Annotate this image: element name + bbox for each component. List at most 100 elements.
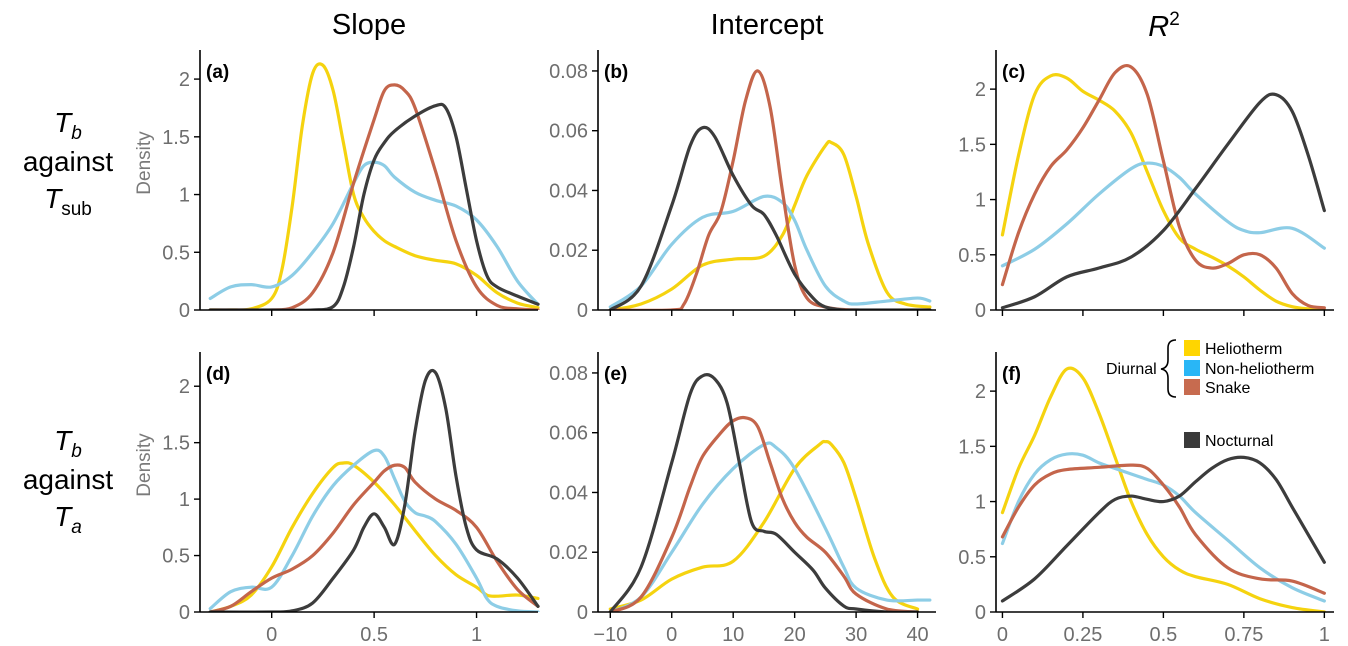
y-tick-label: 1 [179, 489, 190, 511]
series-line-non-heliotherm [1000, 452, 1326, 603]
series-line-non-heliotherm [608, 441, 932, 612]
panel-tag: (e) [604, 364, 627, 385]
series-line-nocturnal [1000, 455, 1326, 603]
svg-text:Ta: Ta [54, 501, 82, 538]
series-line-heliotherm [1000, 73, 1326, 310]
panel-f: 0 0.5 1 1.5 2 0 0.25 0.5 0.75 1 (f) [958, 352, 1334, 646]
y-tick-label: 1 [975, 492, 986, 514]
x-tick-label: 10 [722, 624, 744, 646]
y-tick-label: 0.5 [958, 547, 986, 569]
y-tick-label: 0.06 [549, 121, 588, 143]
series-line-non-heliotherm [208, 448, 540, 612]
y-tick-label: 0.04 [549, 482, 588, 504]
y-axis-label: Density [134, 131, 155, 195]
y-axis-label: Density [134, 433, 155, 497]
y-tick-label: 0.08 [549, 363, 588, 385]
series-line-snake [1000, 63, 1326, 310]
y-tick-label: 0.02 [549, 542, 588, 564]
series-line-nocturnal [608, 373, 920, 612]
row-label-tb-against-tsub: Tb against Tsub [23, 107, 114, 220]
legend-label-heliotherm: Heliotherm [1205, 341, 1282, 358]
y-tick-label: 0.04 [549, 180, 588, 202]
x-tick-label: 0 [266, 624, 277, 646]
x-tick-label: 0.5 [1149, 624, 1177, 646]
legend-swatch-nocturnal [1184, 432, 1200, 448]
panel-d: 0 0.5 1 1.5 2 0 0.5 1 (d) Density [134, 352, 540, 646]
x-tick-label: 0.25 [1063, 624, 1102, 646]
column-title-slope: Slope [332, 9, 406, 41]
legend-label-non-heliotherm: Non-heliotherm [1205, 361, 1314, 378]
x-tick-label: 0.75 [1224, 624, 1263, 646]
x-tick-label: 1 [1319, 624, 1330, 646]
series-line-snake [608, 415, 920, 612]
series-line-snake [608, 69, 932, 310]
y-tick-label: 1.5 [958, 134, 986, 156]
y-tick-label: 0 [179, 602, 190, 624]
panel-c: 0 0.5 1 1.5 2 (c) [958, 50, 1334, 322]
svg-text:Tb: Tb [54, 107, 82, 144]
x-tick-label: 0 [666, 624, 677, 646]
svg-text:against: against [23, 464, 114, 495]
svg-text:Tb: Tb [54, 425, 82, 462]
series-line-nocturnal [1000, 92, 1326, 310]
panel-tag: (f) [1002, 364, 1021, 385]
row-label-tb-against-ta: Tb against Ta [23, 425, 114, 538]
panel-e: 00.020.040.060.08−10 0 10 20 30 40(e) [549, 352, 936, 646]
y-tick-label: 1 [179, 185, 190, 207]
series-line-nocturnal [208, 368, 540, 612]
x-tick-label: −10 [593, 624, 627, 646]
y-tick-label: 1 [975, 190, 986, 212]
r2-main: R [1148, 11, 1169, 43]
series-line-non-heliotherm [608, 194, 932, 309]
legend-brace [1160, 339, 1177, 398]
x-tick-label: 30 [845, 624, 867, 646]
x-tick-label: 0.5 [360, 624, 388, 646]
panel-tag: (d) [206, 364, 230, 385]
y-tick-label: 0.02 [549, 240, 588, 262]
x-tick-label: 0 [997, 624, 1008, 646]
y-tick-label: 2 [179, 69, 190, 91]
y-tick-label: 0.5 [162, 546, 190, 568]
y-tick-label: 0 [577, 300, 588, 322]
y-tick-label: 2 [975, 79, 986, 101]
series-line-heliotherm [608, 439, 920, 611]
y-tick-label: 0.08 [549, 61, 588, 83]
legend-swatch-heliotherm [1184, 340, 1200, 356]
panel-a: 0 0.5 1 1.5 2 (a) Density [134, 50, 540, 322]
y-tick-label: 0 [577, 602, 588, 624]
legend-swatch-snake [1184, 379, 1200, 395]
series-line-snake [208, 83, 540, 310]
svg-text:against: against [23, 146, 114, 177]
y-tick-label: 0.5 [162, 242, 190, 264]
legend-group-label: Diurnal [1106, 361, 1157, 378]
series-line-nocturnal [208, 102, 540, 310]
panel-tag: (b) [604, 62, 628, 83]
svg-text:Tsub: Tsub [44, 183, 92, 220]
y-tick-label: 2 [975, 381, 986, 403]
y-tick-label: 0.5 [958, 245, 986, 267]
y-tick-label: 1.5 [958, 436, 986, 458]
panel-tag: (a) [206, 62, 229, 83]
r2-superscript: 2 [1169, 9, 1180, 30]
series-line-snake [1000, 463, 1326, 595]
x-tick-label: 1 [471, 624, 482, 646]
y-tick-label: 1.5 [162, 127, 190, 149]
series-line-snake [208, 463, 540, 612]
legend-label-snake: Snake [1205, 380, 1250, 397]
y-tick-label: 2 [179, 376, 190, 398]
column-title-r2: R2 [1148, 9, 1180, 43]
column-title-intercept: Intercept [711, 9, 824, 41]
legend-swatch-non-heliotherm [1184, 360, 1200, 376]
legend: Diurnal Heliotherm Non-heliotherm Snake … [1106, 339, 1314, 450]
panel-b: 0 0.02 0.04 0.06 0.08 (b) [549, 50, 936, 322]
series-line-heliotherm [1000, 366, 1326, 612]
series-line-heliotherm [608, 139, 932, 310]
legend-label-nocturnal: Nocturnal [1205, 433, 1273, 450]
y-tick-label: 1.5 [162, 433, 190, 455]
x-tick-label: 40 [906, 624, 928, 646]
series-line-heliotherm [208, 62, 540, 310]
y-tick-label: 0.06 [549, 423, 588, 445]
panel-tag: (c) [1002, 62, 1025, 83]
